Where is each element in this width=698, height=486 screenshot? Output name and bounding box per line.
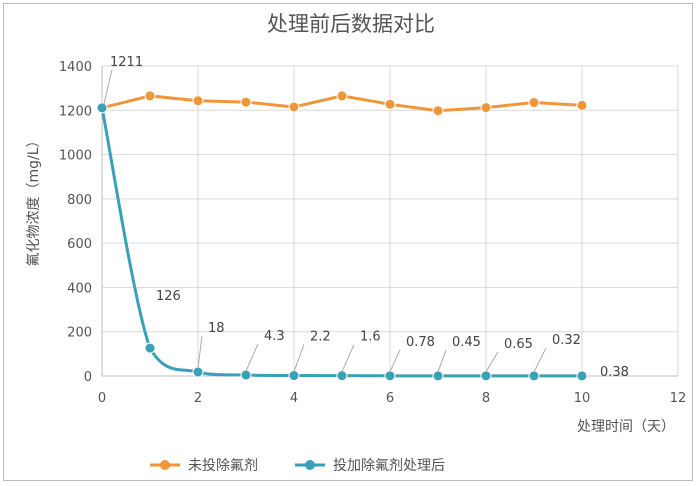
grid <box>102 65 679 377</box>
legend-marker-0 <box>160 460 170 470</box>
series <box>96 90 588 382</box>
data-point <box>96 102 108 114</box>
y-tick-label: 1200 <box>59 104 92 119</box>
data-label: 2.2 <box>310 330 331 345</box>
axes: 0 200 400 600 800 1000 1200 1400 0 2 4 6 8 10 12 <box>59 60 686 406</box>
data-point <box>336 90 348 102</box>
y-tick-label: 200 <box>67 326 92 341</box>
y-tick-label: 1400 <box>59 60 92 75</box>
leader-line <box>341 344 355 372</box>
data-point <box>432 370 444 382</box>
data-label: 126 <box>156 289 181 304</box>
data-point <box>480 370 492 382</box>
data-point <box>576 99 588 111</box>
leader-line <box>533 347 547 373</box>
data-point <box>192 366 204 378</box>
x-axis-title: 处理时间（天） <box>577 419 675 435</box>
y-tick-label: 800 <box>67 193 92 208</box>
leader-line <box>485 351 499 373</box>
leader-line <box>245 343 259 372</box>
data-label: 0.78 <box>406 335 435 350</box>
data-point <box>384 370 396 382</box>
data-point <box>240 96 252 108</box>
data-point <box>576 370 588 382</box>
data-point <box>336 370 348 382</box>
data-point <box>480 102 492 114</box>
data-point <box>240 369 252 381</box>
x-tick-label: 8 <box>482 391 490 406</box>
data-label: 1.6 <box>360 330 381 345</box>
y-tick-label: 600 <box>67 237 92 252</box>
y-axis-title: 氟化物浓度（mg/L） <box>26 133 42 266</box>
y-tick-label: 0 <box>84 370 92 385</box>
chart-title: 处理前后数据对比 <box>267 12 435 36</box>
data-label: 1211 <box>110 55 143 70</box>
leader-line <box>389 349 401 373</box>
data-label: 0.38 <box>600 365 629 380</box>
data-point <box>144 342 156 354</box>
legend-label-1: 投加除氟剂处理后 <box>333 458 445 474</box>
data-label: 0.32 <box>552 333 581 348</box>
legend-label-0: 未投除氟剂 <box>188 458 258 474</box>
data-label: 0.45 <box>452 335 481 350</box>
data-point <box>144 90 156 102</box>
x-tick-label: 0 <box>98 391 106 406</box>
data-point <box>384 98 396 110</box>
leader-line <box>197 335 203 369</box>
series-line-1 <box>100 107 583 378</box>
data-label: 0.65 <box>504 337 533 352</box>
leader-line <box>293 344 305 372</box>
leader-line <box>103 69 113 104</box>
data-label: 4.3 <box>264 329 285 344</box>
y-tick-label: 1000 <box>59 149 92 164</box>
chart-frame <box>3 3 693 481</box>
data-point <box>432 105 444 117</box>
legend: 未投除氟剂 投加除氟剂处理后 <box>150 458 445 474</box>
data-point <box>192 95 204 107</box>
data-point <box>288 101 300 113</box>
x-tick-label: 6 <box>386 391 394 406</box>
y-tick-label: 400 <box>67 281 92 296</box>
x-tick-label: 10 <box>574 391 591 406</box>
x-tick-label: 12 <box>670 391 687 406</box>
leader-line <box>437 349 447 373</box>
data-labels: 126 18 4.3 2.2 1.6 0.78 0.45 0.65 0.32 0.38 1211 <box>103 55 629 380</box>
legend-marker-1 <box>305 460 315 470</box>
data-point <box>528 370 540 382</box>
data-label: 18 <box>208 321 225 336</box>
data-point <box>528 97 540 109</box>
data-point <box>288 370 300 382</box>
x-tick-label: 2 <box>194 391 202 406</box>
x-tick-label: 4 <box>290 391 298 406</box>
